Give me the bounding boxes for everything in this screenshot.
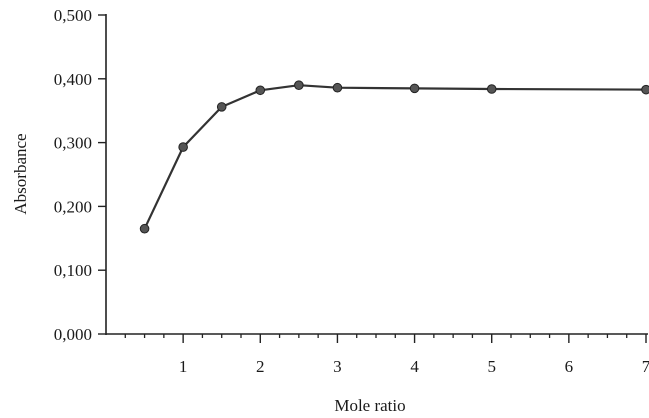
x-tick-label: 1 <box>179 357 188 376</box>
data-point <box>332 82 343 93</box>
data-point <box>178 142 188 152</box>
x-axis-title: Mole ratio <box>334 396 405 415</box>
y-tick-label: 0,000 <box>54 325 92 344</box>
x-tick-label: 7 <box>642 357 649 376</box>
y-axis: 0,000 0,100 0,200 0,300 0,400 0,500 <box>54 6 107 344</box>
y-tick-label: 0,100 <box>54 261 92 280</box>
data-point <box>139 223 150 234</box>
data-point <box>486 84 497 94</box>
y-axis-title: Absorbance <box>11 133 30 214</box>
y-tick-label: 0,200 <box>54 197 92 216</box>
x-tick-label: 3 <box>333 357 342 376</box>
y-tick-label: 0,500 <box>54 6 92 25</box>
x-tick-label: 2 <box>256 357 265 376</box>
data-point <box>409 83 420 94</box>
x-tick-label: 4 <box>410 357 419 376</box>
plot-area <box>139 80 649 234</box>
x-tick-label: 5 <box>487 357 496 376</box>
y-tick-label: 0,300 <box>54 134 92 153</box>
y-tick-label: 0,400 <box>54 70 92 89</box>
x-axis: 1 2 3 4 5 6 7 <box>106 333 649 376</box>
data-point <box>641 84 649 95</box>
data-point <box>294 80 304 90</box>
data-point <box>255 85 266 96</box>
data-point <box>216 102 227 112</box>
x-tick-label: 6 <box>565 357 574 376</box>
